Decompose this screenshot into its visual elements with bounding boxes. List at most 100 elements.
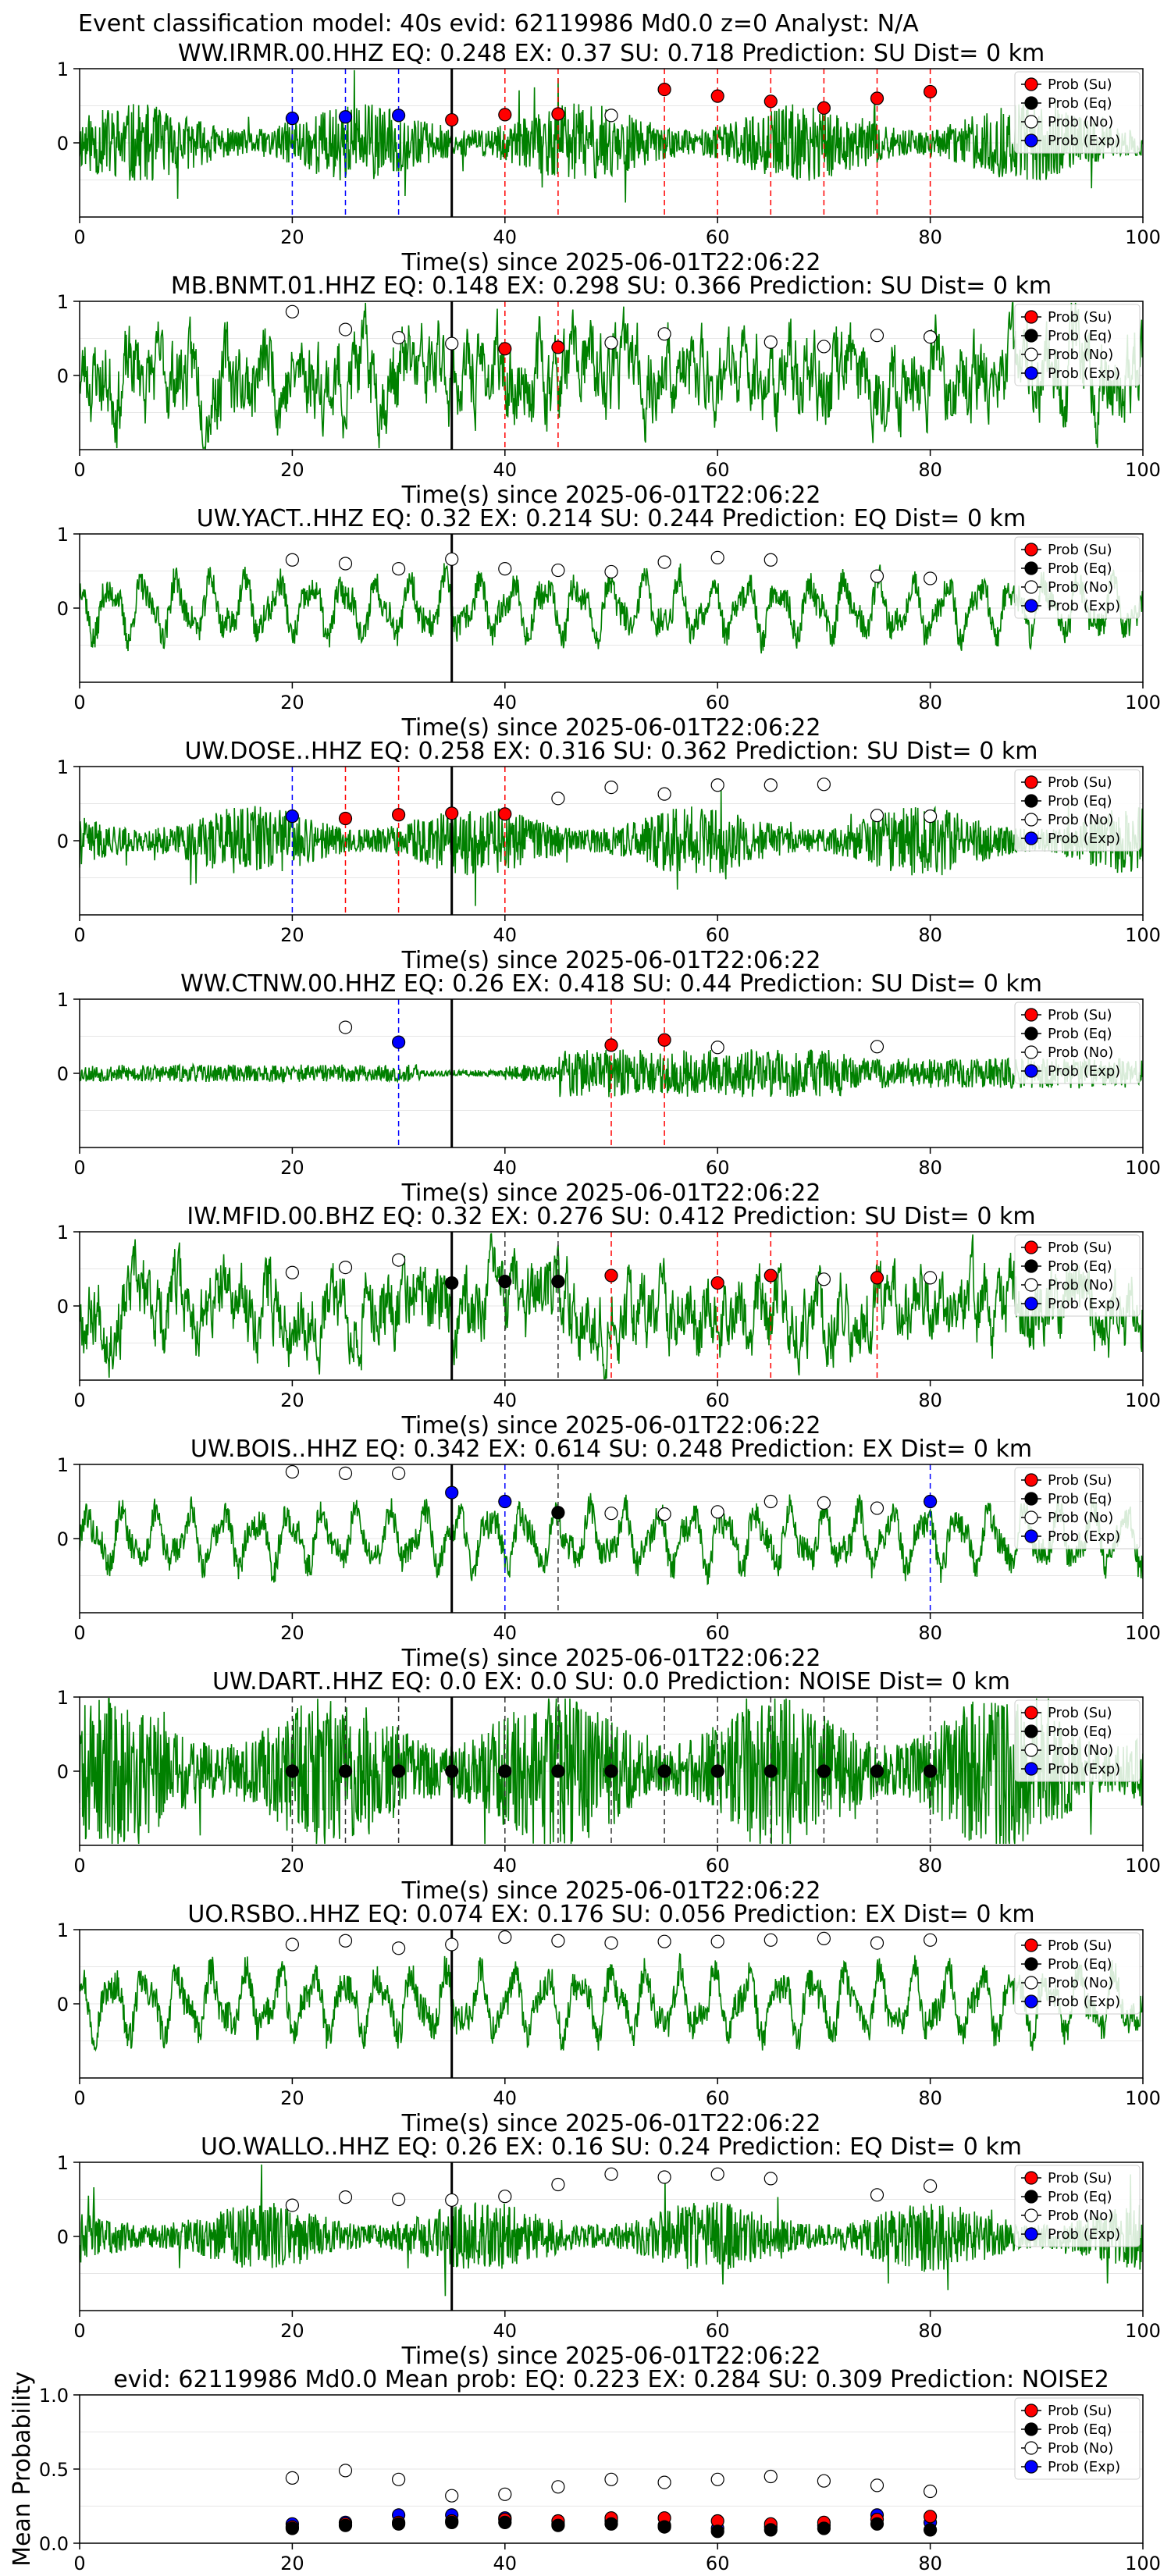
legend-marker-no — [1024, 580, 1038, 594]
waveform-group — [80, 1493, 1143, 1585]
prob-point-no — [392, 330, 406, 345]
station-panel-7: 0 20 40 60 80 100 1 0 UW.DART..HHZ EQ: 0.0 EX: 0… — [57, 1668, 1161, 1905]
prob-point-no — [285, 2198, 299, 2212]
mean-prob-point-no — [285, 2471, 299, 2485]
prob-point-exp — [923, 1494, 938, 1509]
prob-point-eq — [551, 1764, 565, 1778]
prob-point-no — [710, 1041, 724, 1055]
legend-label-eq: Prob (Eq) — [1048, 1956, 1112, 1973]
prob-point-no — [657, 2170, 671, 2184]
prob-point-eq — [392, 1764, 406, 1778]
waveform-group — [80, 563, 1143, 654]
mean-prob-point-eq — [817, 2521, 831, 2535]
x-tick-label: 60 — [706, 2087, 730, 2109]
legend-label-eq: Prob (Eq) — [1048, 95, 1112, 112]
prob-point-su — [498, 807, 512, 821]
station-panel-0: 0 20 40 60 80 100 1 0 WW.IRMR.00.HHZ EQ: 0.248 E… — [57, 40, 1161, 276]
x-tick-label: 20 — [280, 2320, 304, 2342]
station-panel-10: Mean Probability 0 20 40 60 80 100 0.0 0.5 1.0 evi… — [9, 2366, 1161, 2574]
prob-point-no — [657, 1934, 671, 1948]
station-panel-3: 0 20 40 60 80 100 1 0 UW.DOSE..HHZ EQ: 0.258 EX:… — [57, 738, 1161, 974]
legend-label-no: Prob (No) — [1048, 2208, 1113, 2224]
legend-label-su: Prob (Su) — [1048, 2170, 1112, 2186]
x-tick-label: 60 — [706, 692, 730, 713]
prob-point-su — [923, 84, 938, 99]
prob-point-no — [338, 1260, 353, 1275]
legend-marker-no — [1024, 115, 1038, 129]
x-tick-label: 80 — [918, 1157, 942, 1179]
y-tick-label: 0 — [57, 1296, 69, 1318]
prob-point-no — [923, 2179, 938, 2193]
prob-point-no — [604, 1936, 618, 1950]
x-tick-label: 20 — [280, 459, 304, 481]
prob-point-su — [551, 340, 565, 354]
y-tick-label: 0 — [57, 2226, 69, 2248]
prob-point-eq — [445, 1764, 459, 1778]
legend-label-exp: Prob (Exp) — [1048, 1296, 1120, 1312]
prob-point-no — [392, 1253, 406, 1267]
x-tick-label: 0 — [73, 1389, 85, 1411]
legend-label-exp: Prob (Exp) — [1048, 831, 1120, 847]
legend-marker-no — [1024, 2208, 1038, 2222]
prob-point-exp — [338, 110, 353, 124]
prob-point-eq — [551, 1275, 565, 1289]
prob-point-su — [445, 806, 459, 820]
y-tick-label: 1 — [57, 524, 69, 546]
x-axis-label: Time(s) since 2025-06-01T22:06:22 — [401, 947, 821, 974]
legend-box — [1014, 1002, 1141, 1084]
panel-title: UW.YACT..HHZ EQ: 0.32 EX: 0.214 SU: 0.24… — [197, 505, 1026, 532]
y-tick-label: 1 — [57, 1920, 69, 1941]
x-tick-label: 20 — [280, 1855, 304, 1877]
mean-prob-point-no — [498, 2487, 512, 2501]
prob-point-no — [445, 336, 459, 350]
y-tick-label: 1 — [57, 2152, 69, 2174]
prob-point-no — [710, 778, 724, 792]
y-tick-label: 0 — [57, 1063, 69, 1085]
legend-marker-eq — [1024, 329, 1038, 343]
mean-prob-point-no — [338, 2464, 353, 2478]
prob-point-no — [498, 2190, 512, 2204]
prob-point-no — [763, 778, 778, 792]
legend-marker-eq — [1024, 1026, 1038, 1041]
legend-marker-exp — [1024, 1297, 1038, 1311]
prob-point-no — [870, 1040, 884, 1054]
prob-point-no — [763, 335, 778, 349]
legend-label-su: Prob (Su) — [1048, 2403, 1112, 2419]
x-tick-label: 20 — [280, 1622, 304, 1644]
x-axis-label: Time(s) since 2025-06-01T22:06:22 — [401, 482, 821, 509]
y-tick-label: 0.5 — [39, 2459, 69, 2481]
x-tick-label: 60 — [706, 459, 730, 481]
prob-point-no — [551, 563, 565, 578]
x-tick-label: 20 — [280, 1389, 304, 1411]
prob-point-exp — [285, 112, 299, 126]
station-panel-4: 0 20 40 60 80 100 1 0 WW.CTNW.00.HHZ EQ: 0.26 EX… — [57, 970, 1161, 1207]
prob-point-no — [817, 340, 831, 354]
prob-point-su — [817, 101, 831, 115]
legend-label-no: Prob (No) — [1048, 1044, 1113, 1061]
legend-marker-exp — [1024, 133, 1038, 148]
prob-point-no — [392, 562, 406, 576]
x-tick-label: 20 — [280, 692, 304, 713]
legend-marker-eq — [1024, 96, 1038, 110]
panel-title: evid: 62119986 Md0.0 Mean prob: EQ: 0.22… — [113, 2366, 1109, 2393]
y-tick-label: 0.0 — [39, 2533, 69, 2555]
mean-prob-point-eq — [498, 2515, 512, 2529]
legend-label-exp: Prob (Exp) — [1048, 365, 1120, 382]
prob-point-no — [923, 1933, 938, 1947]
legend-box — [1014, 1234, 1141, 1317]
prob-point-no — [285, 304, 299, 318]
prob-point-no — [338, 557, 353, 571]
y-tick-label: 1 — [57, 756, 69, 778]
x-tick-label: 100 — [1125, 2087, 1161, 2109]
y-tick-label: 1 — [57, 291, 69, 313]
prob-point-no — [710, 2167, 724, 2181]
prob-point-no — [551, 792, 565, 806]
prob-point-eq — [551, 1506, 565, 1520]
x-tick-label: 40 — [493, 924, 518, 946]
prob-point-no — [923, 571, 938, 585]
mean-prob-point-no — [870, 2478, 884, 2492]
prob-point-no — [604, 336, 618, 350]
mean-prob-point-eq — [338, 2518, 353, 2532]
legend-marker-no — [1024, 1278, 1038, 1292]
